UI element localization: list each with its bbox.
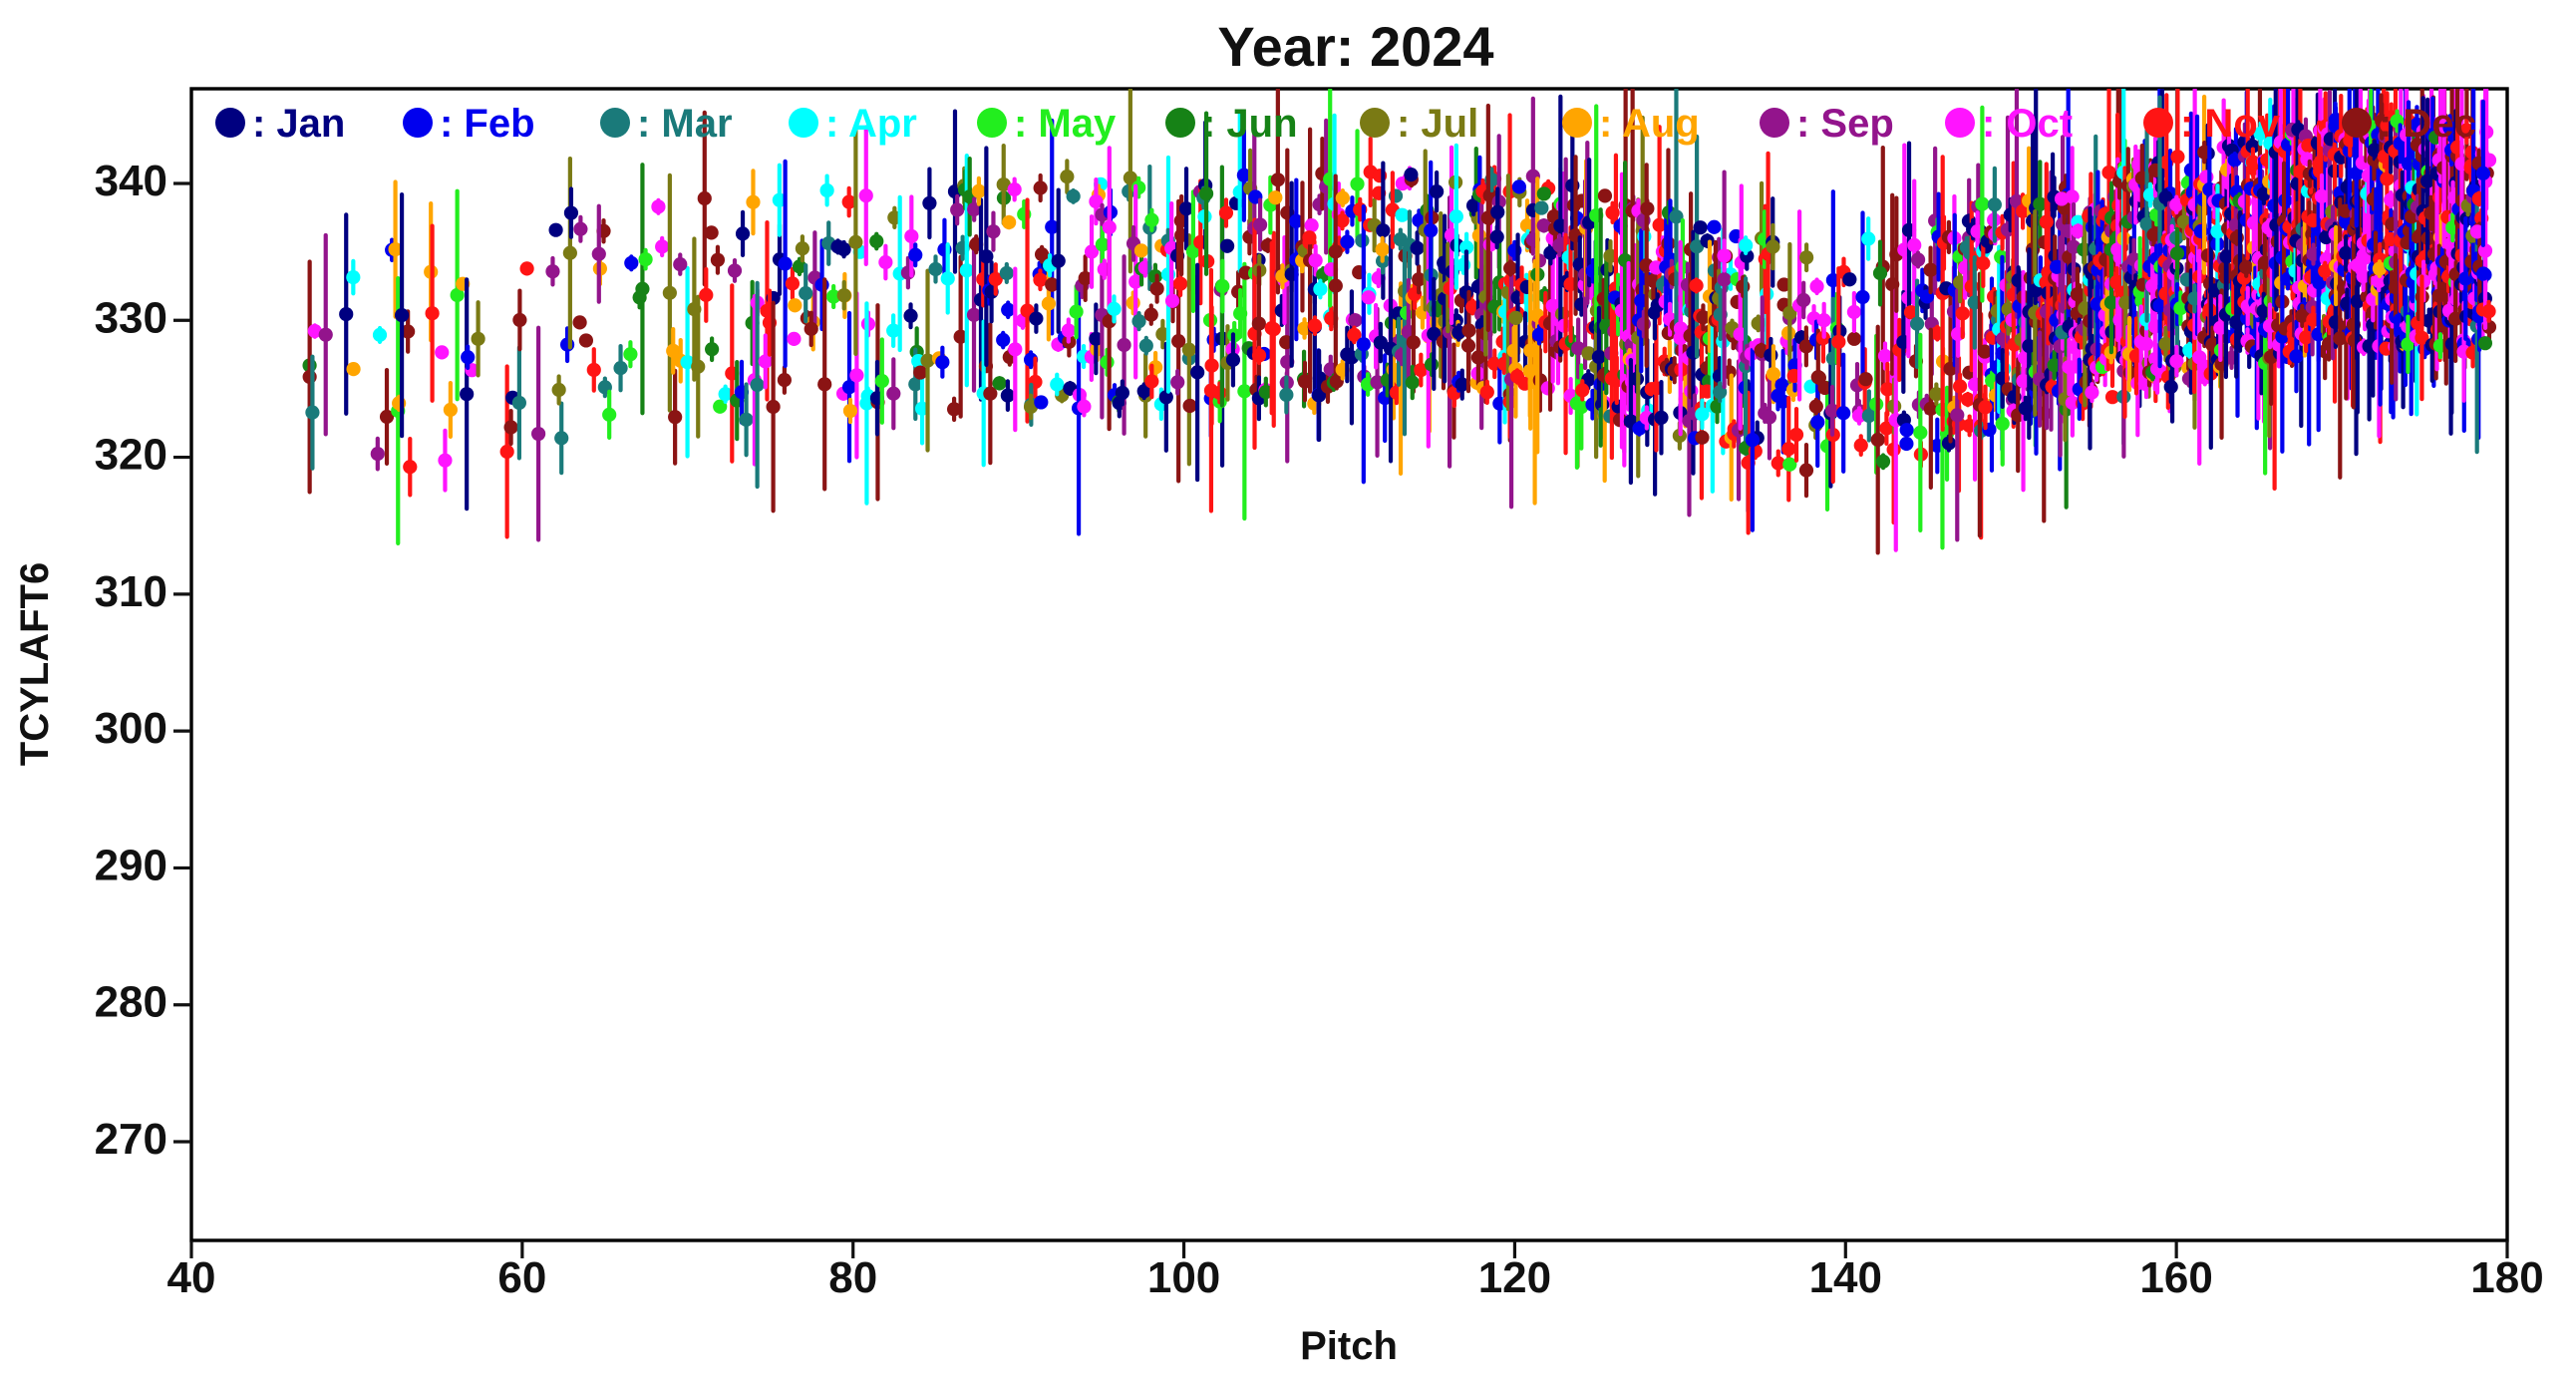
svg-text:80: 80 bbox=[828, 1253, 877, 1302]
svg-text:: Jan: : Jan bbox=[252, 102, 345, 146]
svg-text:: Oct: : Oct bbox=[1982, 102, 2073, 146]
svg-text:310: 310 bbox=[95, 567, 167, 616]
svg-text:120: 120 bbox=[1478, 1253, 1551, 1302]
svg-text:40: 40 bbox=[167, 1253, 216, 1302]
svg-text:: Mar: : Mar bbox=[637, 102, 733, 146]
svg-text:330: 330 bbox=[95, 293, 167, 342]
svg-text:: Apr: : Apr bbox=[825, 102, 917, 146]
svg-text:280: 280 bbox=[95, 978, 167, 1027]
svg-text:: Jul: : Jul bbox=[1397, 102, 1478, 146]
svg-text:: May: : May bbox=[1014, 102, 1117, 146]
svg-text:: Aug: : Aug bbox=[1599, 102, 1700, 146]
svg-text:290: 290 bbox=[95, 841, 167, 889]
svg-text:: Dec: : Dec bbox=[2379, 102, 2476, 146]
svg-text:140: 140 bbox=[1809, 1253, 1882, 1302]
svg-text:160: 160 bbox=[2139, 1253, 2212, 1302]
svg-text:: Jun: : Jun bbox=[1202, 102, 1298, 146]
svg-text:TCYLAFT6: TCYLAFT6 bbox=[13, 562, 57, 766]
svg-text:320: 320 bbox=[95, 431, 167, 480]
svg-text:300: 300 bbox=[95, 704, 167, 753]
svg-text:: Feb: : Feb bbox=[440, 102, 535, 146]
svg-text:: Nov: : Nov bbox=[2180, 102, 2281, 146]
svg-text:270: 270 bbox=[95, 1115, 167, 1164]
svg-text:340: 340 bbox=[95, 157, 167, 205]
svg-text:180: 180 bbox=[2470, 1253, 2543, 1302]
svg-text:100: 100 bbox=[1147, 1253, 1220, 1302]
svg-text:60: 60 bbox=[497, 1253, 546, 1302]
svg-text:Pitch: Pitch bbox=[1300, 1324, 1398, 1368]
svg-text:: Sep: : Sep bbox=[1796, 102, 1894, 146]
svg-text:Year: 2024: Year: 2024 bbox=[1217, 15, 1493, 78]
